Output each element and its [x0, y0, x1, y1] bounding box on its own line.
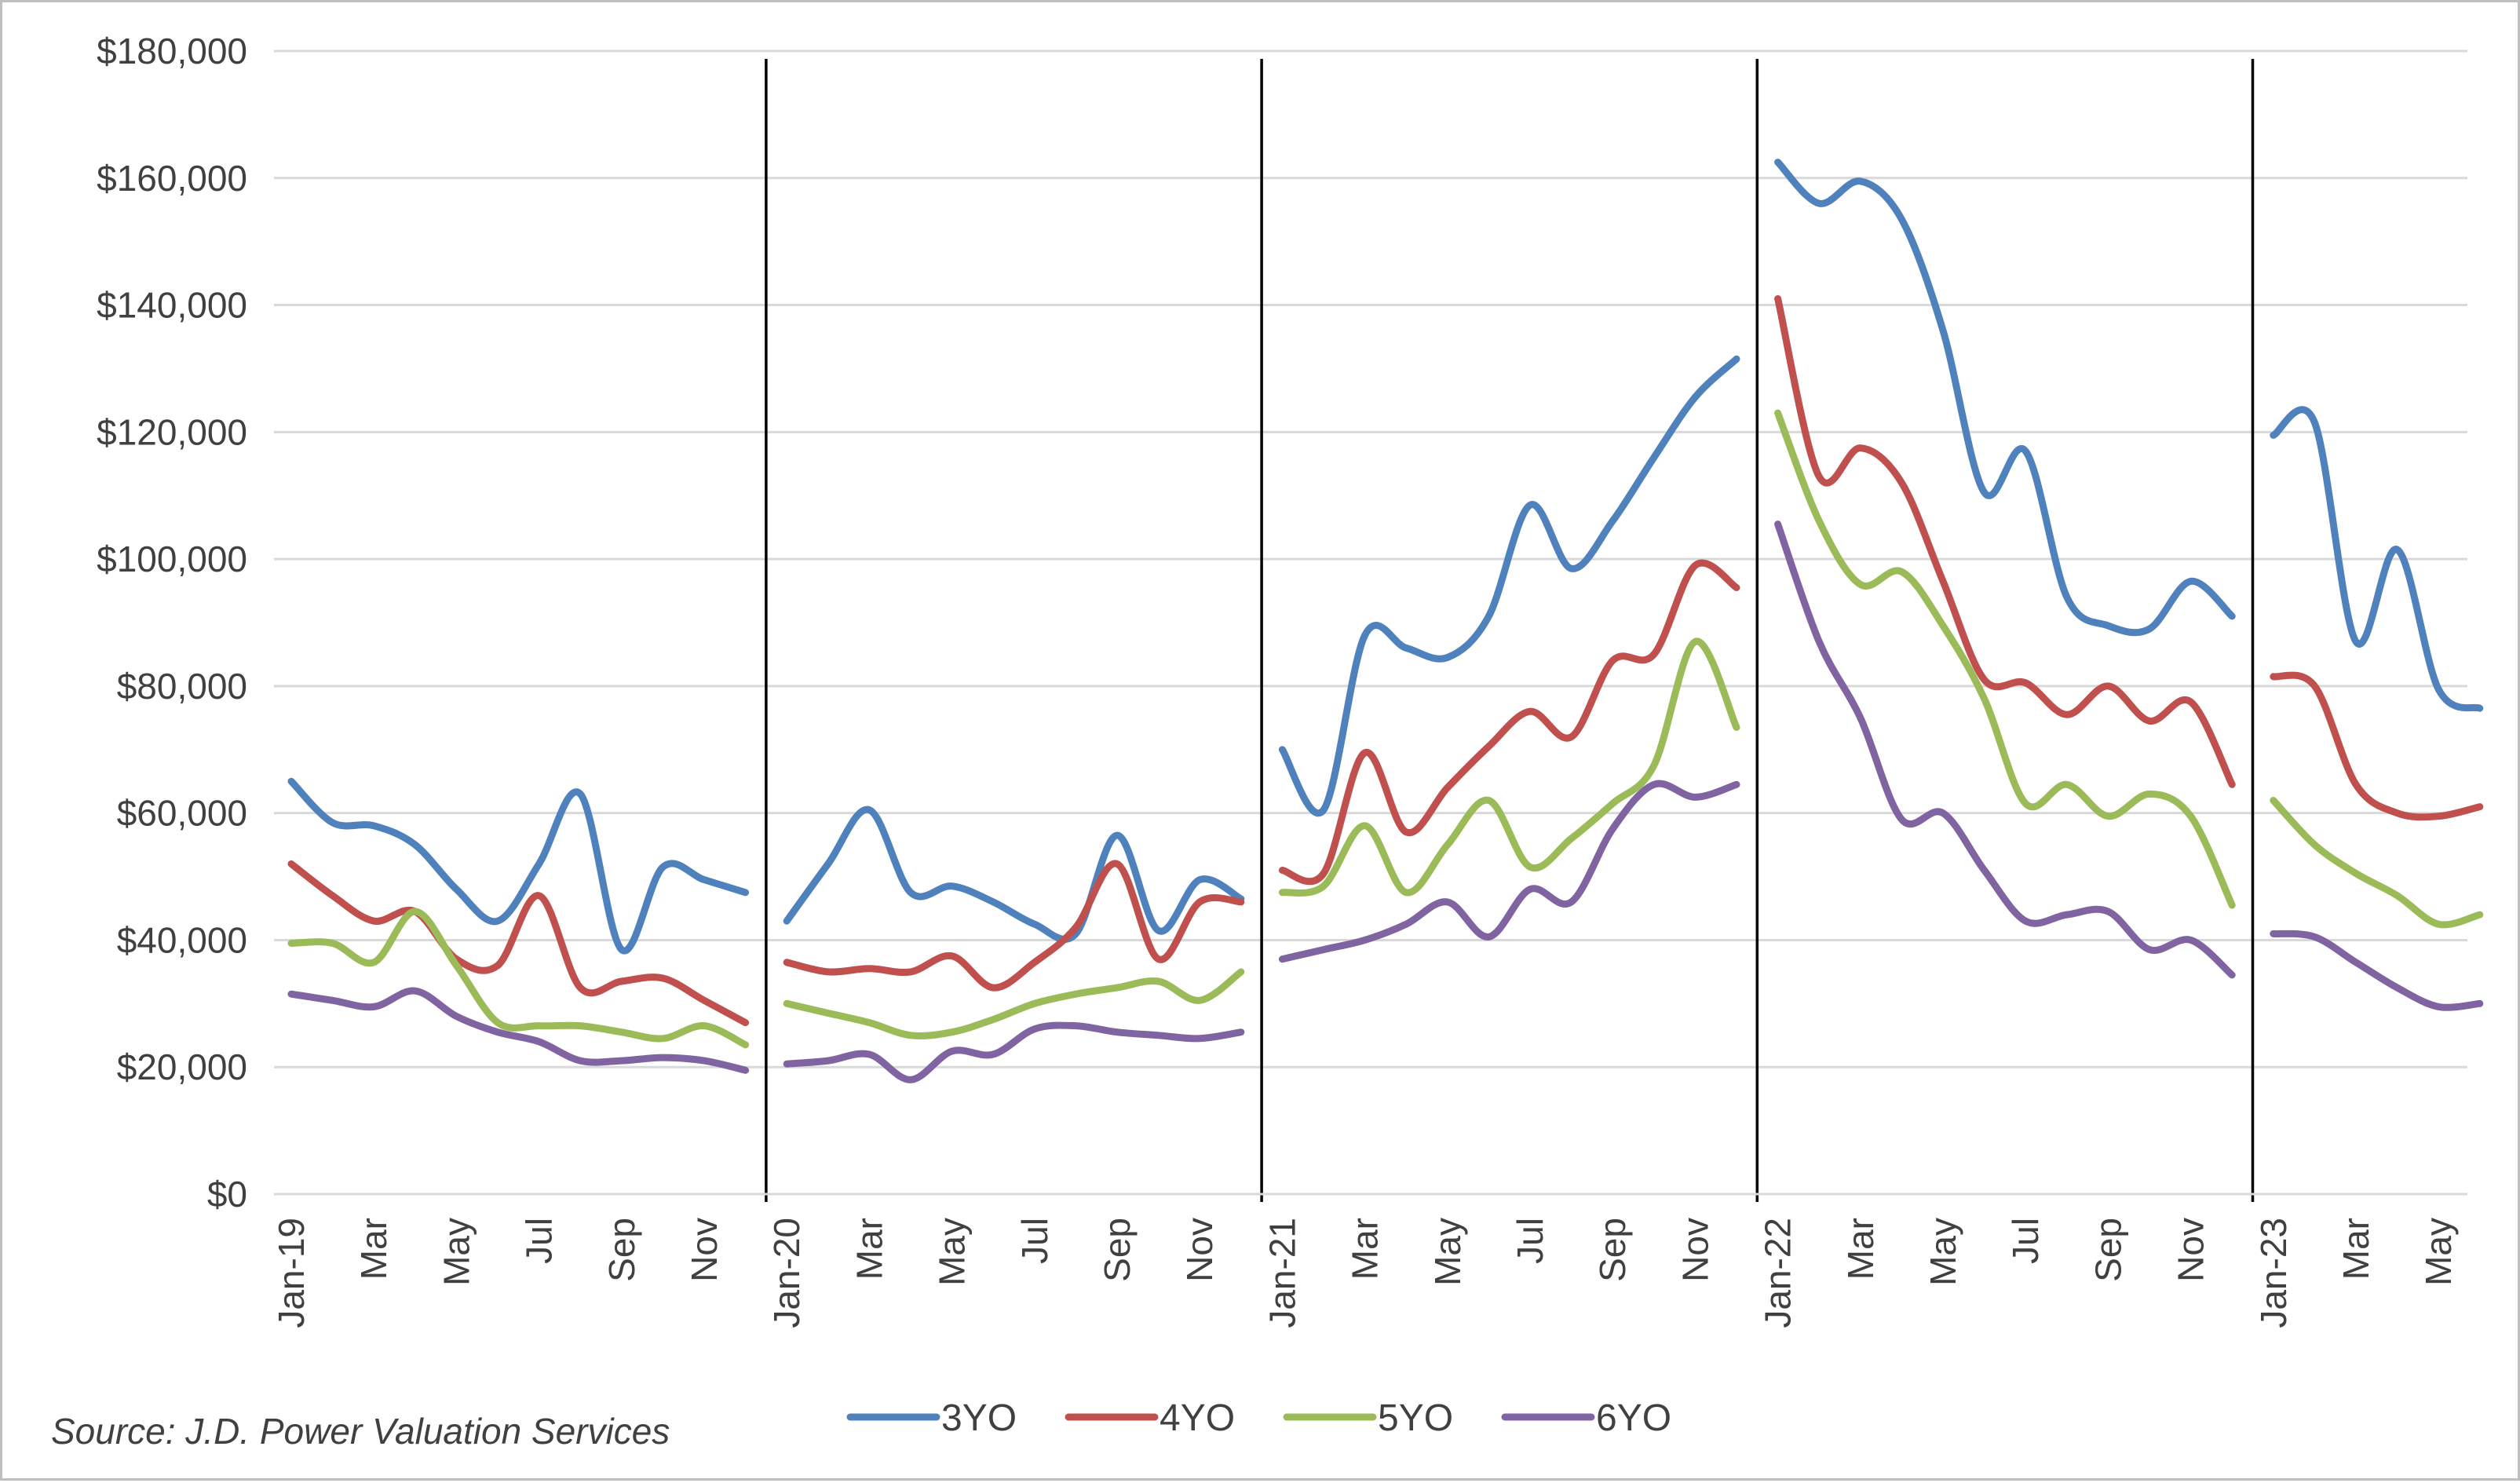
- source-note: Source: J.D. Power Valuation Services: [51, 1411, 670, 1452]
- y-tick-label: $0: [207, 1174, 247, 1215]
- x-tick-label: Mar: [353, 1218, 394, 1280]
- series-line-5yo-2022: [1774, 409, 2236, 909]
- x-tick-label: Sep: [2087, 1218, 2128, 1282]
- x-tick-label: May: [1427, 1218, 1468, 1286]
- series-line-4yo-2022: [1774, 295, 2236, 788]
- x-tick-label: May: [2418, 1218, 2459, 1286]
- y-axis-tick-labels: $0 $20,000 $40,000 $60,000 $80,000 $100,000 $1…: [97, 31, 247, 1215]
- x-tick-label: Sep: [1592, 1218, 1633, 1282]
- series-lines: [287, 159, 2484, 1083]
- legend: 3YO 4YO 5YO 6YO: [846, 1397, 1671, 1439]
- series-line-3yo-2022: [1774, 159, 2236, 637]
- y-tick-label: $80,000: [117, 666, 247, 707]
- x-tick-label: Sep: [1097, 1218, 1138, 1282]
- series-line-5yo-2020: [783, 968, 1245, 1039]
- y-tick-label: $180,000: [97, 31, 247, 71]
- y-tick-label: $60,000: [117, 793, 247, 834]
- x-tick-label: May: [1923, 1218, 1963, 1286]
- series-6yo: [287, 521, 2484, 1083]
- series-line-4yo-2019: [287, 860, 750, 1027]
- series-line-3yo-2020: [783, 805, 1245, 943]
- series-line-5yo-2019: [287, 908, 750, 1049]
- x-tick-label: Jan-21: [1262, 1218, 1302, 1328]
- x-tick-label: Jan-23: [2253, 1218, 2294, 1328]
- x-tick-label: Nov: [1179, 1218, 1220, 1282]
- series-line-6yo-2019: [287, 987, 750, 1074]
- x-tick-label: Jul: [1510, 1218, 1550, 1264]
- legend-label-6yo: 6YO: [1596, 1397, 1671, 1439]
- x-tick-label: Mar: [2336, 1218, 2376, 1280]
- series-line-6yo-2021: [1278, 780, 1740, 963]
- y-tick-label: $160,000: [97, 158, 247, 199]
- series-3yo: [287, 159, 2484, 955]
- year-separators: [765, 59, 2255, 1202]
- x-tick-label: Jul: [519, 1218, 560, 1264]
- legend-label-5yo: 5YO: [1378, 1397, 1453, 1439]
- y-tick-label: $140,000: [97, 285, 247, 326]
- series-line-3yo-2021: [1278, 355, 1740, 816]
- x-tick-label: Mar: [1345, 1218, 1386, 1280]
- x-tick-label: Mar: [849, 1218, 889, 1280]
- x-tick-label: Jan-22: [1758, 1218, 1799, 1328]
- x-tick-label: Nov: [684, 1218, 725, 1282]
- y-tick-label: $20,000: [117, 1047, 247, 1087]
- series-line-3yo-2019: [287, 777, 750, 955]
- x-tick-label: Sep: [601, 1218, 642, 1282]
- series-line-4yo-2021: [1278, 559, 1740, 886]
- x-tick-label: Nov: [2171, 1218, 2211, 1282]
- x-tick-label: Jan-19: [271, 1218, 312, 1328]
- series-line-6yo-2020: [783, 1021, 1245, 1083]
- series-line-3yo-2023: [2270, 406, 2484, 712]
- legend-label-4yo: 4YO: [1160, 1397, 1235, 1439]
- series-line-6yo-2022: [1774, 521, 2236, 979]
- y-tick-label: $100,000: [97, 539, 247, 579]
- x-tick-label: Jul: [1014, 1218, 1055, 1264]
- y-tick-label: $40,000: [117, 919, 247, 960]
- series-5yo: [287, 409, 2484, 1049]
- series-line-4yo-2020: [783, 860, 1245, 992]
- x-tick-label: May: [436, 1218, 477, 1286]
- series-line-6yo-2023: [2270, 930, 2484, 1011]
- series-line-5yo-2023: [2270, 797, 2484, 929]
- series-line-5yo-2021: [1278, 637, 1740, 897]
- series-4yo: [287, 295, 2484, 1027]
- x-tick-label: Nov: [1675, 1218, 1715, 1282]
- x-tick-label: Jan-20: [766, 1218, 807, 1328]
- x-axis-tick-labels: Jan-19 Mar May Jul Sep Nov Jan-20 Mar May Jul Sep N…: [271, 1218, 2459, 1328]
- y-tick-label: $120,000: [97, 411, 247, 452]
- x-tick-label: Mar: [1840, 1218, 1881, 1280]
- x-tick-label: Jul: [2005, 1218, 2046, 1264]
- series-line-4yo-2023: [2270, 671, 2484, 821]
- legend-label-3yo: 3YO: [941, 1397, 1017, 1439]
- x-tick-label: May: [932, 1218, 973, 1286]
- gridlines: [274, 49, 2467, 1068]
